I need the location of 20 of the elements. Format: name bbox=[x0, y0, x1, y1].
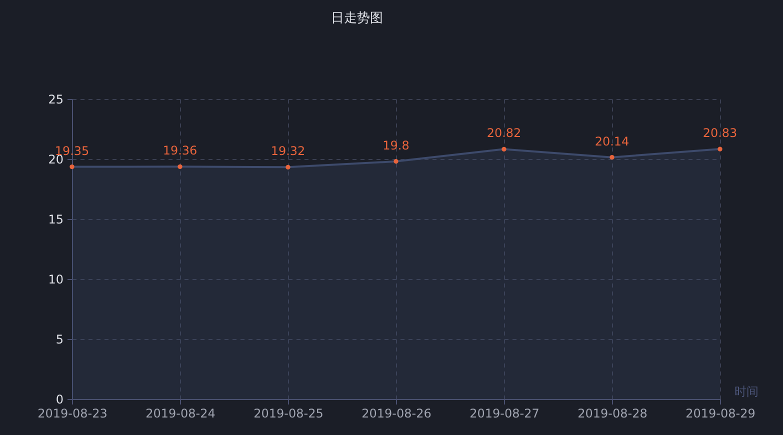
x-tick-label: 2019-08-25 bbox=[254, 406, 324, 420]
x-tick-label: 2019-08-23 bbox=[38, 406, 108, 420]
y-tick-label: 25 bbox=[48, 92, 64, 106]
x-tick-label: 2019-08-24 bbox=[146, 406, 216, 420]
y-tick-label: 15 bbox=[48, 212, 64, 226]
data-label: 19.36 bbox=[162, 144, 198, 158]
data-label: 20.83 bbox=[702, 126, 738, 140]
data-label: 19.32 bbox=[270, 144, 306, 158]
y-tick-label: 10 bbox=[48, 272, 64, 286]
y-tick-label: 5 bbox=[56, 332, 64, 346]
x-tick-label: 2019-08-28 bbox=[578, 406, 648, 420]
chart-title: 日走势图 bbox=[331, 11, 383, 26]
x-axis-title: 时间 bbox=[734, 384, 758, 398]
x-tick-label: 2019-08-27 bbox=[470, 406, 540, 420]
data-label: 20.14 bbox=[594, 134, 630, 148]
data-label: 19.8 bbox=[382, 138, 410, 152]
x-tick-label: 2019-08-29 bbox=[686, 406, 756, 420]
data-label: 20.82 bbox=[486, 126, 522, 140]
y-tick-label: 0 bbox=[56, 392, 64, 406]
x-tick-label: 2019-08-26 bbox=[362, 406, 432, 420]
